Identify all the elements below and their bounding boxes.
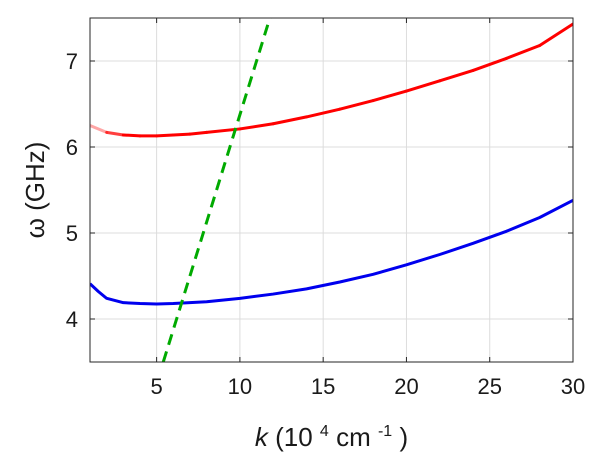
series-0-segment bbox=[471, 56, 508, 72]
x-axis-unit-exponent: 4 bbox=[320, 423, 329, 440]
grid bbox=[90, 18, 574, 362]
x-axis-unit-middle: cm bbox=[336, 422, 371, 452]
x-tick-label: 30 bbox=[561, 374, 585, 399]
x-tick-label: 20 bbox=[394, 374, 418, 399]
series-0-segment bbox=[305, 107, 342, 119]
y-tick-label: 6 bbox=[66, 135, 78, 160]
x-tick-label: 10 bbox=[228, 374, 252, 399]
series-0-segment bbox=[404, 79, 442, 93]
series-1-line bbox=[90, 198, 573, 306]
series-0-segment bbox=[338, 99, 375, 111]
x-tick-label: 25 bbox=[477, 374, 501, 399]
y-tick-label: 7 bbox=[66, 49, 78, 74]
series-0-segment bbox=[438, 68, 475, 83]
y-tick-label: 4 bbox=[66, 307, 78, 332]
series-0-segment bbox=[90, 124, 109, 134]
y-axis-label: ω (GHz) bbox=[20, 142, 50, 239]
series-0-segment bbox=[171, 132, 192, 137]
series-0-segment bbox=[155, 133, 175, 138]
x-axis-variable: k bbox=[255, 422, 270, 452]
x-tick-label: 5 bbox=[150, 374, 162, 399]
plot-frame bbox=[89, 17, 574, 363]
x-tick-label: 15 bbox=[311, 374, 335, 399]
series-0-segment bbox=[538, 22, 573, 48]
series-0-segment bbox=[371, 89, 408, 103]
series-0-segment bbox=[105, 130, 125, 137]
x-axis-label: k (10 4 cm -1 ) bbox=[255, 412, 408, 452]
series-0-segment bbox=[238, 122, 275, 131]
x-axis-unit-suffix: ) bbox=[399, 422, 408, 452]
ticks: 5 10 15 20 25 30 4 5 6 7 bbox=[66, 18, 585, 399]
series-0-segment bbox=[271, 115, 309, 126]
series-0-segment bbox=[504, 44, 542, 60]
series-0-segment bbox=[188, 130, 209, 136]
y-tick-label: 5 bbox=[66, 221, 78, 246]
x-axis-unit-exponent-2: -1 bbox=[378, 423, 392, 440]
series-2-line bbox=[161, 18, 272, 362]
x-axis-unit-prefix: (10 bbox=[275, 422, 313, 452]
series-0-segment bbox=[121, 133, 142, 138]
series-layer bbox=[90, 18, 573, 362]
